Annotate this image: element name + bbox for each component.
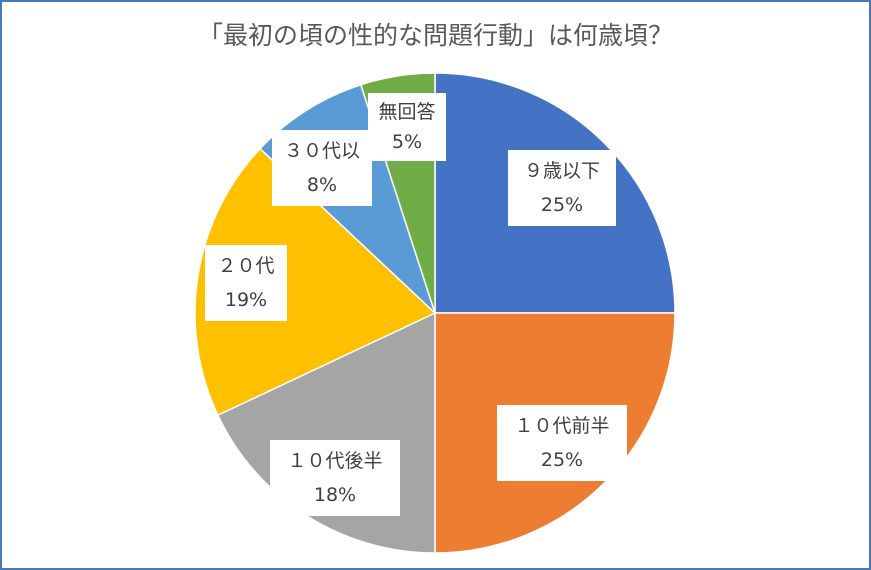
data-label-category: １０代前半: [514, 415, 610, 437]
data-label-value: 5%: [391, 131, 423, 153]
pie-slice-3: [194, 147, 437, 417]
data-label: 無回答 5%: [368, 93, 446, 161]
data-label: ３０代以 8%: [272, 130, 372, 206]
data-label-category: １０代後半: [287, 450, 383, 472]
data-label: １０代後半 18%: [270, 440, 400, 516]
data-label-value: 25%: [540, 449, 584, 471]
data-label-category: ９歳以下: [523, 160, 600, 182]
data-label: ２０代 19%: [205, 245, 287, 321]
data-label: ９歳以下 25%: [508, 150, 616, 226]
data-label-value: 8%: [306, 174, 338, 196]
data-label: １０代前半 25%: [497, 405, 627, 481]
data-label-category: ３０代以: [283, 140, 360, 162]
data-label-value: 25%: [540, 194, 584, 216]
data-label-category: ２０代: [217, 255, 275, 277]
data-label-value: 18%: [313, 484, 357, 506]
chart-title: 「最初の頃の性的な問題行動」は何歳頃？: [197, 21, 673, 50]
data-label-category: 無回答: [378, 101, 436, 123]
data-label-value: 19%: [224, 289, 268, 311]
